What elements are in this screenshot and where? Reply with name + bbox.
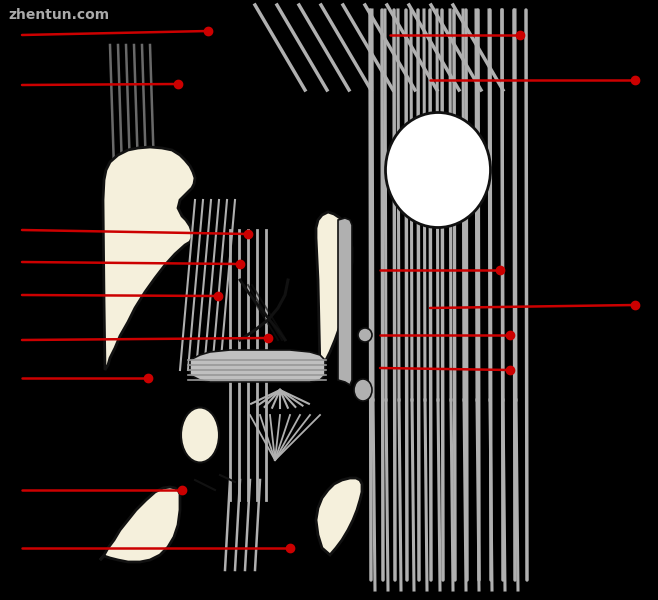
Polygon shape	[316, 478, 362, 555]
Ellipse shape	[181, 407, 219, 463]
Polygon shape	[190, 350, 325, 382]
Text: zhentun.com: zhentun.com	[8, 8, 109, 22]
Ellipse shape	[358, 328, 372, 342]
Ellipse shape	[354, 379, 372, 401]
Polygon shape	[103, 147, 195, 370]
Ellipse shape	[386, 113, 490, 227]
Polygon shape	[316, 212, 352, 370]
Polygon shape	[100, 487, 180, 562]
Polygon shape	[338, 218, 352, 385]
